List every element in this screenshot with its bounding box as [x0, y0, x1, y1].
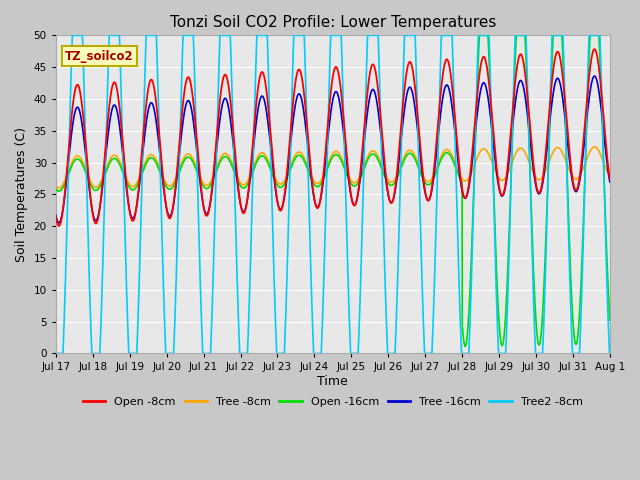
Y-axis label: Soil Temperatures (C): Soil Temperatures (C) [15, 127, 28, 262]
Legend: Open -8cm, Tree -8cm, Open -16cm, Tree -16cm, Tree2 -8cm: Open -8cm, Tree -8cm, Open -16cm, Tree -… [79, 393, 587, 411]
Title: Tonzi Soil CO2 Profile: Lower Temperatures: Tonzi Soil CO2 Profile: Lower Temperatur… [170, 15, 496, 30]
X-axis label: Time: Time [317, 375, 348, 388]
Text: TZ_soilco2: TZ_soilco2 [65, 49, 134, 62]
